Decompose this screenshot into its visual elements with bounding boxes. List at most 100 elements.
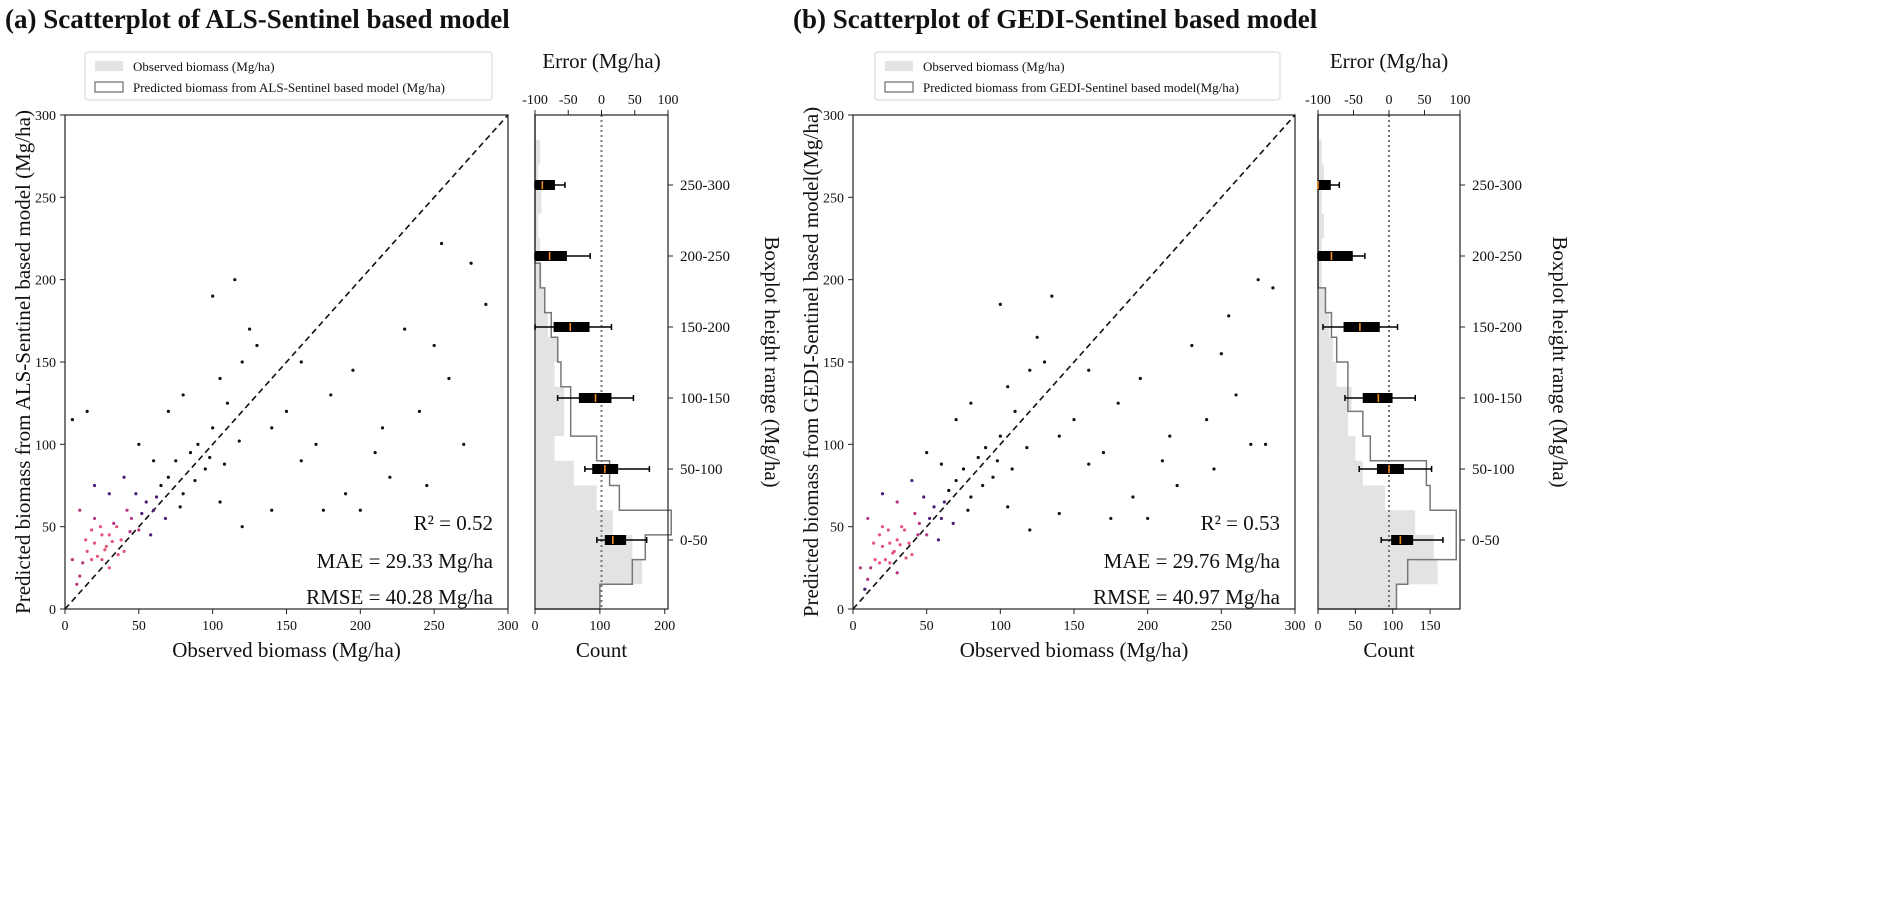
- scatter-point: [925, 450, 929, 455]
- histogram-bar-observed: [1318, 238, 1322, 264]
- scatter-point: [866, 577, 870, 581]
- scatter-point: [910, 553, 914, 557]
- count-tick-label: 100: [589, 619, 610, 634]
- scatter-point: [880, 492, 885, 496]
- x-tick-label: 250: [424, 619, 445, 634]
- scatter-point: [166, 409, 170, 413]
- error-axis-label: Error (Mg/ha): [1330, 49, 1448, 73]
- scatter-point: [1271, 286, 1275, 290]
- histogram-bar-observed: [535, 584, 600, 609]
- scatter-point: [1087, 368, 1091, 372]
- scatter-point: [181, 492, 185, 496]
- scatter-point: [902, 528, 907, 532]
- scatter-point: [119, 538, 123, 542]
- scatter-point: [925, 533, 929, 537]
- legend-label-predicted: Predicted biomass from ALS-Sentinel base…: [133, 80, 445, 95]
- scatter-point: [129, 516, 134, 521]
- scatter-point: [152, 508, 156, 512]
- scatter-point: [329, 393, 333, 397]
- count-tick-label: 50: [1348, 619, 1362, 634]
- legend-swatch-observed: [95, 61, 123, 71]
- x-tick-label: 50: [920, 619, 934, 634]
- boxplot-range-axis-label: Boxplot height range (Mg/ha): [1548, 236, 1572, 487]
- scatter-point: [1256, 278, 1260, 282]
- chart-title: (a) Scatterplot of ALS-Sentinel based mo…: [5, 4, 510, 34]
- legend-swatch-predicted: [884, 81, 914, 93]
- scatter-point: [218, 376, 222, 381]
- y-tick-label: 200: [823, 274, 844, 289]
- scatter-point: [916, 533, 920, 537]
- scatter-point: [92, 541, 97, 545]
- scatter-point: [1205, 418, 1209, 422]
- error-tick-label: -100: [1305, 93, 1331, 108]
- x-tick-label: 200: [350, 619, 371, 634]
- count-axis-label: Count: [1363, 638, 1415, 662]
- histogram-bar-observed: [535, 287, 545, 313]
- x-tick-label: 150: [276, 619, 297, 634]
- histogram-bar-observed: [1318, 436, 1356, 461]
- range-tick-label: 50-100: [680, 462, 723, 478]
- scatter-point: [954, 418, 958, 422]
- x-tick-label: 300: [498, 619, 519, 634]
- scatter-point: [998, 434, 1002, 438]
- histogram-bar-observed: [1318, 510, 1416, 535]
- scatter-point: [107, 492, 111, 496]
- histogram-bar-observed: [535, 559, 643, 585]
- scatter-point: [211, 294, 215, 298]
- scatter-point: [913, 511, 917, 516]
- scatter-point: [196, 442, 200, 446]
- scatter-point: [240, 525, 244, 529]
- boxplot-box: [1376, 464, 1404, 474]
- scatter-point: [877, 561, 882, 565]
- boxplot-box: [1391, 535, 1414, 545]
- boxplot-range-axis-label: Boxplot height range (Mg/ha): [760, 236, 784, 487]
- range-tick-label: 0-50: [1472, 533, 1500, 549]
- scatter-point: [432, 343, 436, 348]
- scatter-point: [122, 475, 126, 479]
- x-tick-label: 50: [132, 619, 146, 634]
- scatter-point: [1175, 483, 1179, 488]
- scatter-point: [103, 548, 107, 552]
- scatter-point: [954, 478, 958, 483]
- scatter-point: [886, 528, 890, 532]
- count-axis-label: Count: [576, 638, 628, 662]
- scatter-point: [233, 278, 237, 282]
- scatter-point: [134, 492, 138, 496]
- legend-swatch-observed: [885, 61, 913, 71]
- error-tick-label: 100: [658, 93, 679, 108]
- x-tick-label: 150: [1064, 619, 1085, 634]
- histogram-bar-observed: [535, 485, 597, 511]
- scatter-point: [417, 409, 421, 413]
- y-axis-label: Predicted biomass from ALS-Sentinel base…: [11, 110, 35, 614]
- scatter-point: [85, 409, 89, 413]
- scatter-point: [140, 511, 144, 516]
- scatter-point: [203, 467, 207, 471]
- scatter-point: [1212, 467, 1216, 471]
- scatter-point: [1028, 368, 1032, 372]
- histogram-bar-observed: [535, 139, 541, 165]
- error-tick-label: 50: [628, 93, 642, 108]
- scatter-point: [484, 302, 488, 306]
- scatter-point: [75, 582, 79, 586]
- scatter-point: [222, 462, 227, 466]
- error-tick-label: -50: [559, 93, 578, 108]
- scatter-point: [240, 360, 244, 364]
- scatter-point: [998, 302, 1002, 306]
- scatter-point: [939, 462, 944, 466]
- scatter-point: [107, 533, 111, 537]
- legend-label-predicted: Predicted biomass from GEDI-Sentinel bas…: [923, 80, 1239, 95]
- count-tick-label: 0: [532, 619, 539, 634]
- scatter-point: [403, 327, 407, 331]
- scatter-point: [321, 508, 326, 512]
- scatter-point: [966, 508, 970, 512]
- scatter-point: [70, 558, 74, 562]
- boxplot-box: [1318, 251, 1353, 261]
- scatter-point: [1146, 516, 1150, 521]
- histogram-bar-observed: [535, 436, 555, 461]
- scatter-point: [1249, 442, 1253, 446]
- scatter-point: [314, 442, 318, 446]
- scatter-point: [225, 401, 230, 405]
- scatter-point: [95, 554, 100, 558]
- rmse-stat: RMSE = 40.28 Mg/ha: [306, 585, 494, 609]
